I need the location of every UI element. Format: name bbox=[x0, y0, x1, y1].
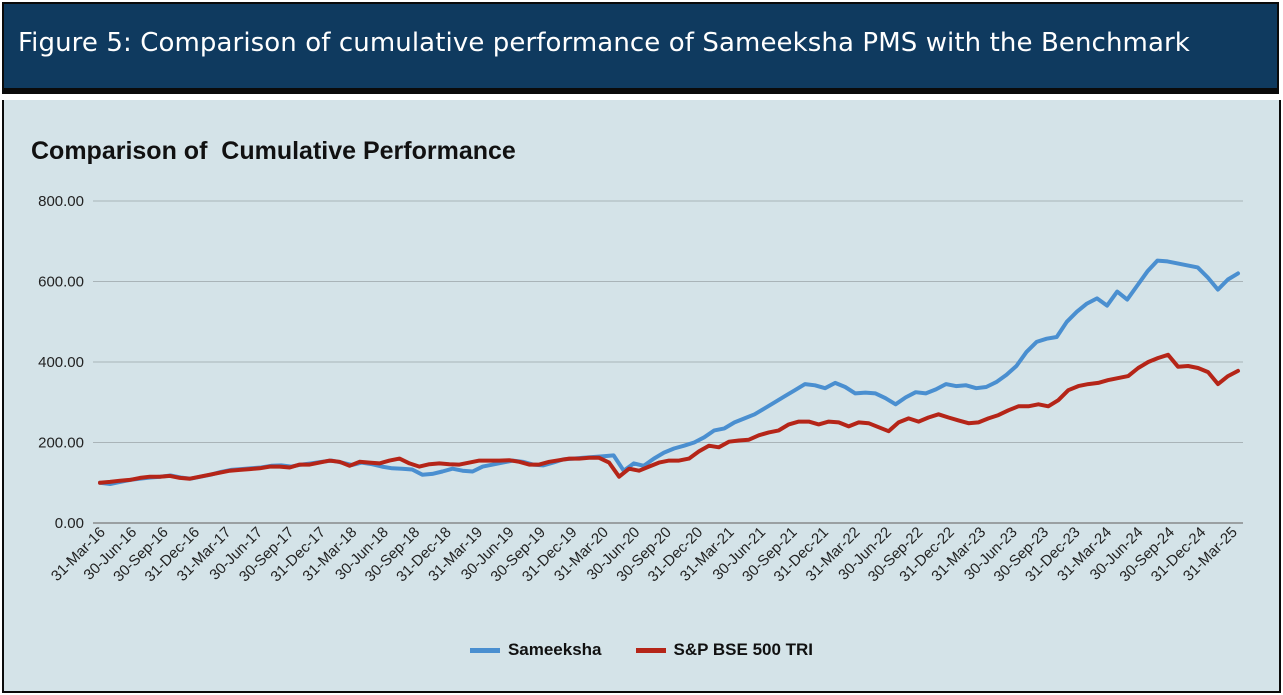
y-tick-label: 800.00 bbox=[38, 193, 84, 210]
figure-title: Figure 5: Comparison of cumulative perfo… bbox=[18, 28, 1190, 58]
legend-swatch-bse500 bbox=[635, 647, 666, 653]
legend-label-sameeksha: Sameeksha bbox=[507, 640, 602, 659]
legend-label-bse500: S&P BSE 500 TRI bbox=[673, 640, 814, 659]
gridlines bbox=[93, 200, 1243, 524]
chart-panel bbox=[2, 100, 1281, 693]
y-tick-label: 200.00 bbox=[38, 435, 84, 452]
series-line-bse500 bbox=[98, 352, 1240, 485]
legend-item-bse500: S&P BSE 500 TRI bbox=[635, 640, 814, 660]
y-tick-label: 600.00 bbox=[38, 274, 84, 291]
series-lines bbox=[98, 258, 1240, 486]
chart-legend: Sameeksha S&P BSE 500 TRI bbox=[0, 640, 1283, 660]
chart-title: Comparison of Cumulative Performance bbox=[31, 137, 516, 165]
y-axis-labels: 0.00 200.00 400.00 600.00 800.00 bbox=[38, 193, 84, 532]
y-tick-label: 400.00 bbox=[38, 354, 84, 371]
y-tick-label: 0.00 bbox=[55, 515, 84, 532]
x-axis-labels: 31-Mar-1630-Jun-1630-Sep-1631-Dec-1631-M… bbox=[48, 524, 1241, 586]
legend-swatch-sameeksha bbox=[469, 647, 500, 653]
series-line-sameeksha bbox=[98, 258, 1240, 486]
legend-item-sameeksha: Sameeksha bbox=[469, 640, 602, 660]
figure-banner: Figure 5: Comparison of cumulative perfo… bbox=[2, 2, 1279, 94]
